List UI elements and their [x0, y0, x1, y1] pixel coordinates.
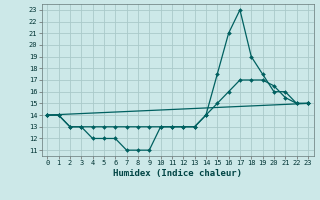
X-axis label: Humidex (Indice chaleur): Humidex (Indice chaleur) — [113, 169, 242, 178]
